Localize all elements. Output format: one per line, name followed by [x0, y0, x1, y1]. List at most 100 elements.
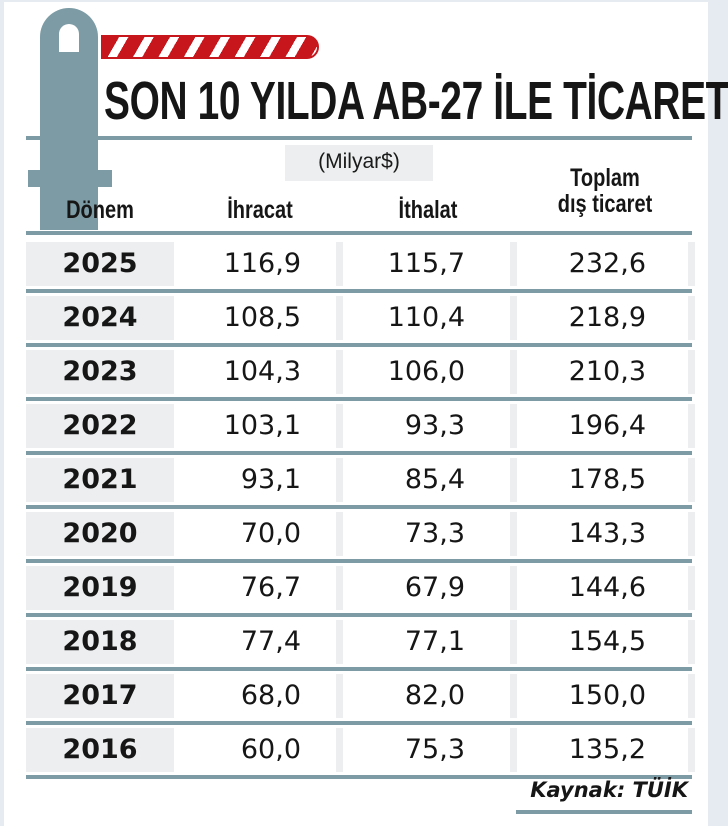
- cell-year: 2023: [26, 350, 174, 394]
- header-toplam-line2: dış ticaret: [557, 190, 653, 218]
- cell-ithalat: 110,4: [387, 302, 465, 333]
- column-separator: [336, 512, 343, 556]
- column-separator: [336, 404, 343, 448]
- column-separator: [688, 350, 695, 394]
- cell-ihracat: 76,7: [240, 572, 301, 603]
- table-row: 2016 60,0 75,3 135,2: [26, 728, 695, 772]
- column-separator: [510, 350, 517, 394]
- table-row: 2024 108,5 110,4 218,9: [26, 296, 695, 340]
- column-separator: [510, 458, 517, 502]
- cell-toplam: 135,2: [568, 734, 646, 765]
- source-label: Kaynak: TÜİK: [530, 778, 688, 802]
- cell-ithalat: 85,4: [404, 464, 465, 495]
- cell-ihracat: 103,1: [223, 410, 301, 441]
- cell-ihracat: 70,0: [240, 518, 301, 549]
- column-separator: [688, 458, 695, 502]
- cell-toplam: 144,6: [568, 572, 646, 603]
- cell-ihracat: 68,0: [240, 680, 301, 711]
- header-ihracat: İhracat: [227, 196, 293, 224]
- cell-year: 2019: [26, 566, 174, 610]
- cell-year: 2020: [26, 512, 174, 556]
- barrier-arm-icon: [101, 35, 319, 59]
- cell-year: 2022: [26, 404, 174, 448]
- table-row: 2025 116,9 115,7 232,6: [26, 242, 695, 286]
- row-divider: [26, 289, 692, 293]
- cell-ithalat: 93,3: [404, 410, 465, 441]
- cell-year: 2016: [26, 728, 174, 772]
- column-separator: [336, 458, 343, 502]
- cell-ithalat: 106,0: [387, 356, 465, 387]
- cell-ihracat: 60,0: [240, 734, 301, 765]
- row-divider: [26, 721, 692, 725]
- table-row: 2018 77,4 77,1 154,5: [26, 620, 695, 664]
- row-divider: [26, 343, 692, 347]
- cell-ihracat: 77,4: [240, 626, 301, 657]
- column-separator: [510, 512, 517, 556]
- row-divider: [26, 505, 692, 509]
- page-title: SON 10 YILDA AB-27 İLE TİCARET: [104, 71, 728, 131]
- row-divider: [26, 775, 692, 779]
- column-separator: [336, 350, 343, 394]
- header-toplam-line1: Toplam: [570, 164, 640, 192]
- column-separator: [688, 728, 695, 772]
- cell-toplam: 178,5: [568, 464, 646, 495]
- table-row: 2021 93,1 85,4 178,5: [26, 458, 695, 502]
- header-donem: Dönem: [66, 196, 134, 224]
- cell-toplam: 218,9: [568, 302, 646, 333]
- column-separator: [688, 242, 695, 286]
- column-separator: [336, 674, 343, 718]
- column-separator: [510, 728, 517, 772]
- column-separator: [510, 296, 517, 340]
- column-separator: [336, 242, 343, 286]
- cell-ihracat: 108,5: [223, 302, 301, 333]
- cell-ithalat: 82,0: [404, 680, 465, 711]
- cell-toplam: 150,0: [568, 680, 646, 711]
- column-separator: [510, 242, 517, 286]
- cell-ithalat: 67,9: [404, 572, 465, 603]
- row-divider: [26, 451, 692, 455]
- column-separator: [336, 296, 343, 340]
- cell-year: 2017: [26, 674, 174, 718]
- row-divider: [26, 397, 692, 401]
- divider: [26, 136, 692, 140]
- divider: [516, 810, 692, 814]
- column-separator: [688, 296, 695, 340]
- column-separator: [688, 674, 695, 718]
- column-separator: [688, 512, 695, 556]
- column-separator: [336, 620, 343, 664]
- column-separator: [510, 566, 517, 610]
- cell-toplam: 154,5: [568, 626, 646, 657]
- column-separator: [510, 674, 517, 718]
- header-toplam: Toplam dış ticaret: [549, 165, 661, 217]
- row-divider: [26, 667, 692, 671]
- cell-toplam: 196,4: [568, 410, 646, 441]
- column-separator: [688, 566, 695, 610]
- cell-ithalat: 75,3: [404, 734, 465, 765]
- column-separator: [336, 728, 343, 772]
- column-separator: [510, 404, 517, 448]
- cell-toplam: 210,3: [568, 356, 646, 387]
- header-ithalat: İthalat: [398, 196, 458, 224]
- cell-ihracat: 93,1: [240, 464, 301, 495]
- barrier-post-slot: [59, 24, 79, 52]
- cell-ithalat: 77,1: [404, 626, 465, 657]
- column-separator: [510, 620, 517, 664]
- table-row: 2017 68,0 82,0 150,0: [26, 674, 695, 718]
- table-row: 2023 104,3 106,0 210,3: [26, 350, 695, 394]
- row-divider: [26, 613, 692, 617]
- cell-year: 2025: [26, 242, 174, 286]
- cell-year: 2018: [26, 620, 174, 664]
- cell-ithalat: 115,7: [387, 248, 465, 279]
- cell-toplam: 232,6: [568, 248, 646, 279]
- column-separator: [688, 404, 695, 448]
- row-divider: [26, 559, 692, 563]
- column-separator: [336, 566, 343, 610]
- unit-label: (Milyar$): [285, 145, 433, 181]
- cell-year: 2024: [26, 296, 174, 340]
- cell-ihracat: 104,3: [223, 356, 301, 387]
- cell-year: 2021: [26, 458, 174, 502]
- cell-ithalat: 73,3: [404, 518, 465, 549]
- barrier-base: [28, 170, 112, 187]
- cell-ihracat: 116,9: [223, 248, 301, 279]
